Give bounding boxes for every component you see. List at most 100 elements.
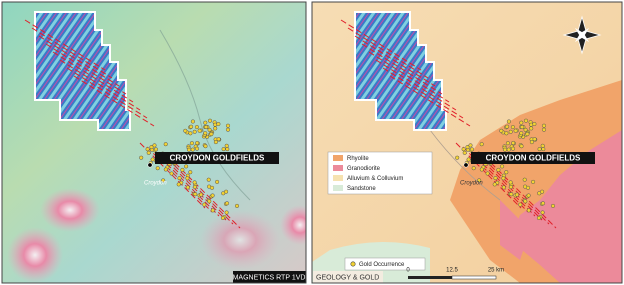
gold-occurrence: [532, 121, 537, 127]
magnetic-high: [7, 227, 63, 283]
gold-occurrence: [523, 118, 529, 123]
shear-zone: [52, 51, 134, 103]
legend-label: Sandstone: [347, 186, 376, 192]
gold-occurrence: [523, 199, 528, 204]
scale-bar: [408, 275, 497, 280]
shear-zone: [389, 75, 471, 127]
gold-occurrence: [155, 166, 160, 171]
gold-occurrence: [234, 203, 240, 208]
gold-legend-symbol: [350, 261, 356, 267]
shear-zone: [73, 75, 155, 127]
gold-occurrence: [189, 141, 194, 146]
gold-occurrence: [537, 191, 542, 196]
gold-occurrence: [194, 146, 200, 151]
gold-occurrence: [180, 167, 185, 172]
gold-occurrence: [519, 144, 524, 149]
gold-occurrence: [526, 208, 531, 213]
gold-occurrence: [169, 171, 174, 176]
gold-occurrence: [501, 185, 506, 190]
gold-occurrence: [523, 127, 528, 132]
shear-zone: [174, 162, 241, 229]
gold-occurrence: [188, 170, 193, 175]
gold-occurrence: [510, 125, 515, 130]
title-label-box: [471, 152, 595, 164]
gold-occurrence: [198, 192, 204, 197]
gold-occurrence: [177, 176, 182, 181]
shear-zone: [38, 35, 120, 87]
gold-occurrence: [461, 147, 466, 152]
shear-zone: [139, 142, 206, 209]
gold-occurrence: [185, 176, 190, 181]
gold-occurrence: [469, 147, 475, 152]
shear-zone: [24, 19, 106, 71]
overlays: Croydon CROYDON GOLDFIELDS Croydon CROYDON …: [24, 19, 595, 229]
gold-occurrence: [479, 167, 484, 172]
shear-zone: [347, 27, 429, 79]
gold-occurrence: [508, 180, 513, 185]
shear-zone: [368, 51, 450, 103]
gold-occurrence: [149, 145, 154, 150]
gold-occurrence: [192, 180, 197, 185]
gold-occurrence: [505, 141, 510, 146]
gold-occurrence: [513, 128, 518, 133]
legend-label: Granodiorite: [347, 166, 381, 172]
gold-occurrence: [519, 120, 524, 125]
magnetic-high: [280, 205, 306, 245]
town-marker: [147, 162, 153, 168]
gold-occurrence: [518, 202, 523, 207]
gold-occurrence: [224, 210, 229, 215]
gold-occurrence: [493, 176, 498, 181]
panel-frame: [1, 1, 307, 284]
gold-occurrence: [213, 126, 218, 131]
north-arrow: [562, 15, 602, 55]
gold-occurrence: [161, 178, 166, 183]
scale-label: 12.5: [446, 268, 458, 274]
gold-occurrence: [455, 155, 460, 160]
gold-occurrence: [540, 143, 545, 148]
gold-occurrence: [514, 192, 520, 197]
gold-occurrence: [204, 125, 209, 130]
title-label-box: [155, 152, 279, 164]
town-label: Croydon: [144, 181, 167, 187]
tenement-outline: [354, 11, 447, 131]
title-label: CROYDON GOLDFIELDS: [486, 154, 581, 163]
shear-zone: [455, 142, 522, 209]
legend-label: Alluvium & Colluvium: [347, 176, 403, 182]
gold-occurrence: [209, 185, 215, 190]
gold-occurrence: [176, 182, 181, 187]
gold-occurrence: [508, 184, 513, 190]
legend: Rhyolite Granodiorite Alluvium & Colluvium…: [333, 155, 403, 192]
gold-occurrence: [550, 203, 556, 208]
gold-occurrence: [485, 171, 490, 176]
gold-occurrence: [531, 179, 536, 184]
gold-occurrence: [213, 140, 218, 145]
gold-occurrence: [532, 137, 537, 142]
gold-occurrence: [526, 193, 531, 198]
gold-occurrence: [183, 128, 188, 133]
legend-label: Rhyolite: [347, 156, 369, 162]
gold-occurrence: [506, 147, 511, 152]
shear-zone: [59, 59, 141, 111]
gold-occurrence: [509, 192, 514, 197]
gold-occurrence: [466, 157, 471, 162]
gold-occurrence: [202, 202, 207, 207]
shear-zone: [375, 59, 457, 111]
gold-occurrence: [502, 147, 508, 152]
gold-occurrence: [520, 125, 525, 130]
gold-occurrence: [152, 143, 157, 148]
caption-box: [313, 271, 383, 283]
gold-legend-box: [344, 257, 426, 271]
goldfield-overlay: Croydon CROYDON GOLDFIELDS: [340, 19, 595, 229]
gold-occurrence: [225, 123, 231, 128]
geology-panel: Rhyolite Granodiorite Alluvium & Colluvium…: [312, 2, 622, 283]
gold-occurrence: [216, 137, 221, 142]
gold-occurrence: [471, 166, 476, 171]
gold-occurrence: [207, 127, 212, 132]
drainage: [159, 29, 251, 201]
gold-occurrence: [163, 167, 168, 172]
gold-occurrence: [496, 167, 501, 172]
scale-label: 0: [406, 268, 410, 274]
shear-zone: [490, 162, 557, 229]
gold-occurrence: [501, 176, 506, 181]
gold-occurrence: [188, 131, 193, 136]
